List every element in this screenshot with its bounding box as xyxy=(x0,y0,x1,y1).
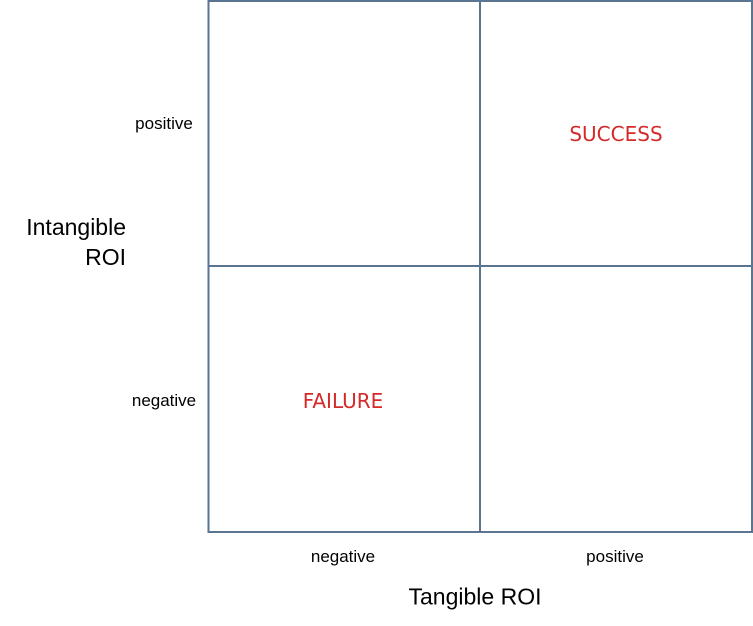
quadrant-label: SUCCESS xyxy=(569,122,663,146)
y-level-label: positive xyxy=(135,114,193,133)
x-axis-label: Tangible ROI xyxy=(408,583,542,610)
y-level-label: negative xyxy=(131,391,197,410)
quadrant-label: FAILURE xyxy=(302,389,384,413)
y-axis-label: Intangible ROI xyxy=(26,214,126,270)
x-level-label: positive xyxy=(586,547,644,566)
x-level-label: negative xyxy=(310,547,376,566)
